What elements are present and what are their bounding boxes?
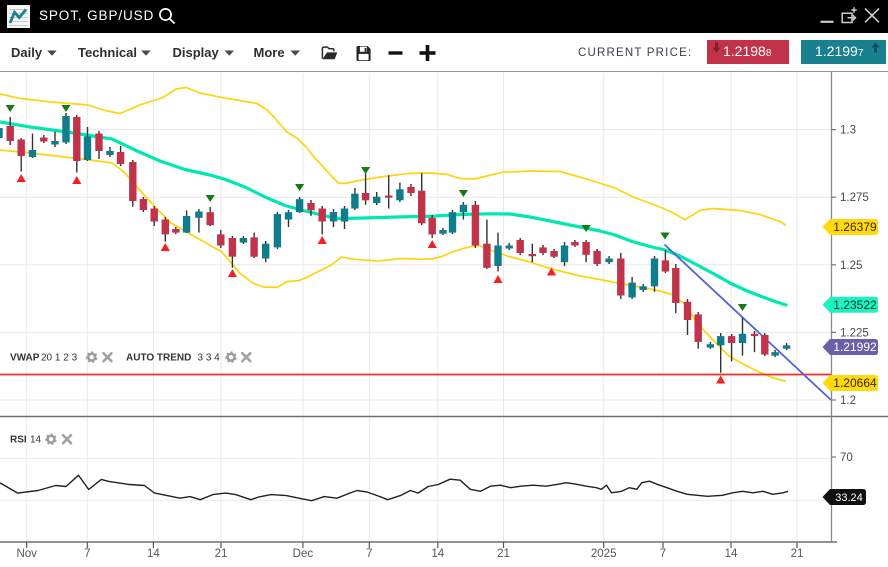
svg-text:1.225: 1.225 — [840, 327, 869, 339]
svg-text:1.3: 1.3 — [840, 125, 856, 137]
svg-text:21: 21 — [497, 548, 510, 560]
svg-text:RSI: RSI — [10, 435, 27, 446]
svg-text:1.23522: 1.23522 — [833, 298, 877, 312]
svg-text:20 1 2 3: 20 1 2 3 — [41, 353, 78, 364]
svg-text:1.25: 1.25 — [840, 260, 862, 272]
svg-text:14: 14 — [30, 435, 42, 446]
svg-text:1.26379: 1.26379 — [833, 220, 877, 234]
svg-text:1.21992: 1.21992 — [833, 340, 877, 354]
svg-text:7: 7 — [366, 548, 372, 560]
svg-text:7: 7 — [84, 548, 90, 560]
svg-text:Dec: Dec — [293, 548, 314, 560]
svg-text:14: 14 — [725, 548, 738, 560]
svg-text:VWAP: VWAP — [10, 353, 40, 364]
svg-text:21: 21 — [215, 548, 228, 560]
svg-text:14: 14 — [147, 548, 160, 560]
svg-text:AUTO TREND: AUTO TREND — [126, 353, 191, 364]
svg-text:1.275: 1.275 — [840, 192, 869, 204]
svg-text:2025: 2025 — [591, 548, 617, 560]
svg-text:Nov: Nov — [16, 548, 37, 560]
svg-text:21: 21 — [791, 548, 804, 560]
svg-text:70: 70 — [840, 452, 853, 464]
svg-text:3 3 4: 3 3 4 — [198, 353, 221, 364]
svg-text:14: 14 — [431, 548, 444, 560]
svg-text:33.24: 33.24 — [835, 492, 863, 504]
svg-text:7: 7 — [660, 548, 666, 560]
svg-text:1.2: 1.2 — [840, 395, 856, 407]
svg-text:1.20664: 1.20664 — [833, 376, 877, 390]
